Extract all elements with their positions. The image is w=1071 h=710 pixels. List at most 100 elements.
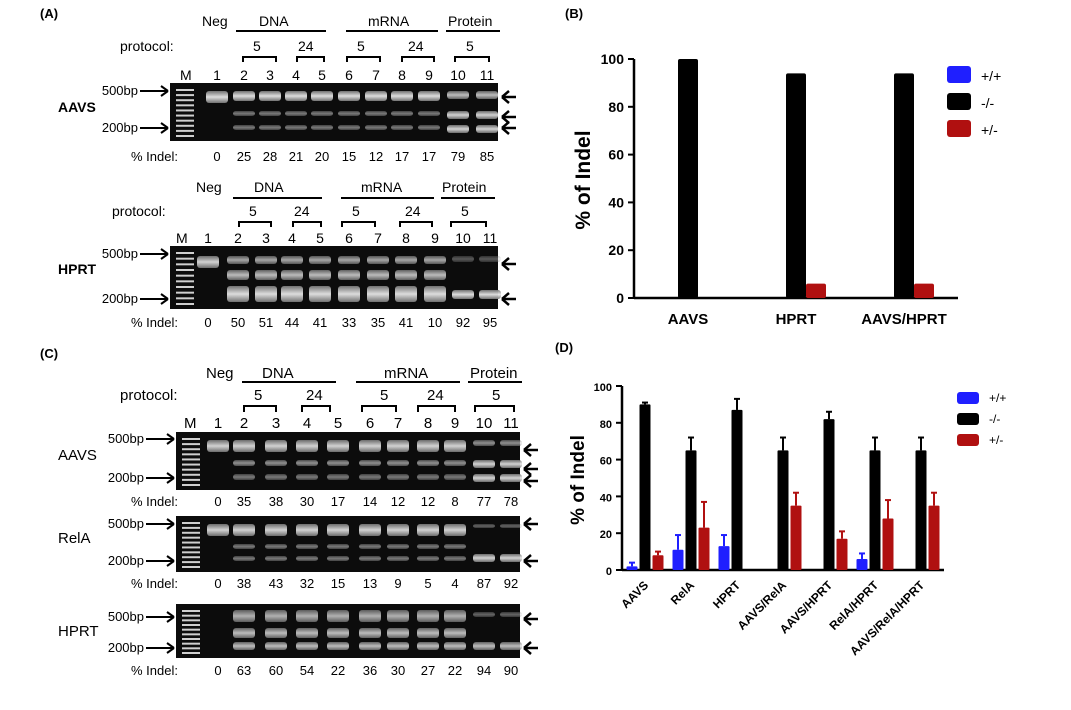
ladder-band <box>182 463 200 466</box>
bar <box>678 59 698 298</box>
gel-band <box>417 544 439 549</box>
gel-band <box>391 125 413 130</box>
gel-band <box>417 524 439 536</box>
y-tick-label: 40 <box>600 492 612 504</box>
indel-value: 95 <box>483 315 497 330</box>
indel-value: 22 <box>448 663 462 678</box>
gel-band <box>327 642 349 650</box>
gel-band <box>285 91 307 101</box>
gel-band <box>367 256 389 264</box>
gel-band <box>418 111 440 116</box>
gel-band <box>359 628 381 638</box>
bar <box>626 566 638 570</box>
ladder-band <box>182 546 200 549</box>
marker-lane-label: M <box>184 415 197 432</box>
indel-value: 35 <box>237 494 251 509</box>
gel-band <box>500 524 522 528</box>
arrowhead <box>501 121 510 135</box>
bar <box>731 409 743 570</box>
gel-band <box>365 125 387 130</box>
legend-swatch <box>957 413 979 425</box>
timepoint-brackets <box>243 405 515 412</box>
lane-number: 8 <box>402 230 410 246</box>
group-label-protein: Protein <box>470 365 518 382</box>
lane-number: 8 <box>424 415 432 432</box>
gel-band <box>233 91 255 101</box>
gel-background <box>176 516 520 572</box>
lane-number: 6 <box>345 230 353 246</box>
gel-band <box>233 524 255 536</box>
indel-value: 78 <box>504 494 518 509</box>
gel-band <box>473 642 495 650</box>
lane-number: 3 <box>262 230 270 246</box>
gel-band <box>327 524 349 536</box>
group-label-dna: DNA <box>262 365 294 382</box>
indel-value: 35 <box>371 315 385 330</box>
size-marker-label: 200bp <box>108 640 144 655</box>
gel-band <box>444 628 466 638</box>
gel-band <box>265 628 287 638</box>
gel-band <box>473 524 495 528</box>
indel-value: 94 <box>477 663 491 678</box>
gel-band <box>359 460 381 466</box>
timepoint-label: 24 <box>294 203 310 219</box>
arrowhead <box>166 555 175 567</box>
lane-number: 11 <box>480 67 495 83</box>
indel-value: 14 <box>363 494 377 509</box>
group-label-protein: Protein <box>442 179 486 195</box>
arrowhead <box>166 518 175 530</box>
gel-band <box>359 610 381 622</box>
arrowhead <box>160 293 169 305</box>
timepoint-label: 24 <box>306 387 323 404</box>
ladder-band <box>182 536 200 539</box>
ladder-band <box>176 257 194 260</box>
lane-number: 7 <box>372 67 380 83</box>
gel-band <box>424 270 446 280</box>
group-label-mrna: mRNA <box>368 13 410 29</box>
ladder-band <box>182 453 200 456</box>
ladder-band <box>176 94 194 97</box>
gel-band <box>309 256 331 264</box>
gel-band <box>311 91 333 101</box>
ladder-band <box>176 269 194 271</box>
gel-band <box>265 556 287 561</box>
bar <box>790 505 802 570</box>
gel-band <box>233 111 255 116</box>
bar <box>685 450 697 570</box>
gel-band <box>309 270 331 280</box>
gel-band <box>479 290 501 299</box>
gel-band <box>296 628 318 638</box>
indel-value: 63 <box>237 663 251 678</box>
group-label-mrna: mRNA <box>384 365 428 382</box>
indel-value: 92 <box>504 576 518 591</box>
indel-value: 36 <box>363 663 377 678</box>
bar <box>928 505 940 570</box>
gel-band <box>265 642 287 650</box>
gel-band <box>359 544 381 549</box>
gel-band <box>359 556 381 561</box>
gel-band <box>387 544 409 549</box>
y-tick-label: 80 <box>608 99 624 115</box>
lane-number: 2 <box>240 67 248 83</box>
ladder-band <box>182 566 200 568</box>
timepoint-label: 5 <box>466 38 474 54</box>
gel-band <box>417 440 439 452</box>
gel-band <box>444 524 466 536</box>
gel-band <box>417 460 439 466</box>
timepoint-label: 5 <box>254 387 262 404</box>
gel-band <box>327 474 349 480</box>
arrowhead <box>523 641 532 655</box>
y-tick-label: 0 <box>616 290 624 306</box>
timepoint-brackets <box>238 221 487 227</box>
size-marker-label: 200bp <box>108 553 144 568</box>
bar <box>823 419 835 570</box>
gel-band <box>281 256 303 264</box>
x-tick-label: AAVS <box>668 311 709 328</box>
indel-label: % Indel: <box>131 663 178 678</box>
bar <box>836 538 848 570</box>
legend-label: +/- <box>989 433 1003 447</box>
gel-band <box>391 111 413 116</box>
indel-value: 43 <box>269 576 283 591</box>
indel-value: 92 <box>456 315 470 330</box>
